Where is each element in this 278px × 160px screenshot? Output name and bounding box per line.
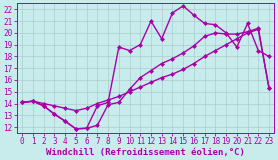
X-axis label: Windchill (Refroidissement éolien,°C): Windchill (Refroidissement éolien,°C)	[46, 148, 245, 156]
